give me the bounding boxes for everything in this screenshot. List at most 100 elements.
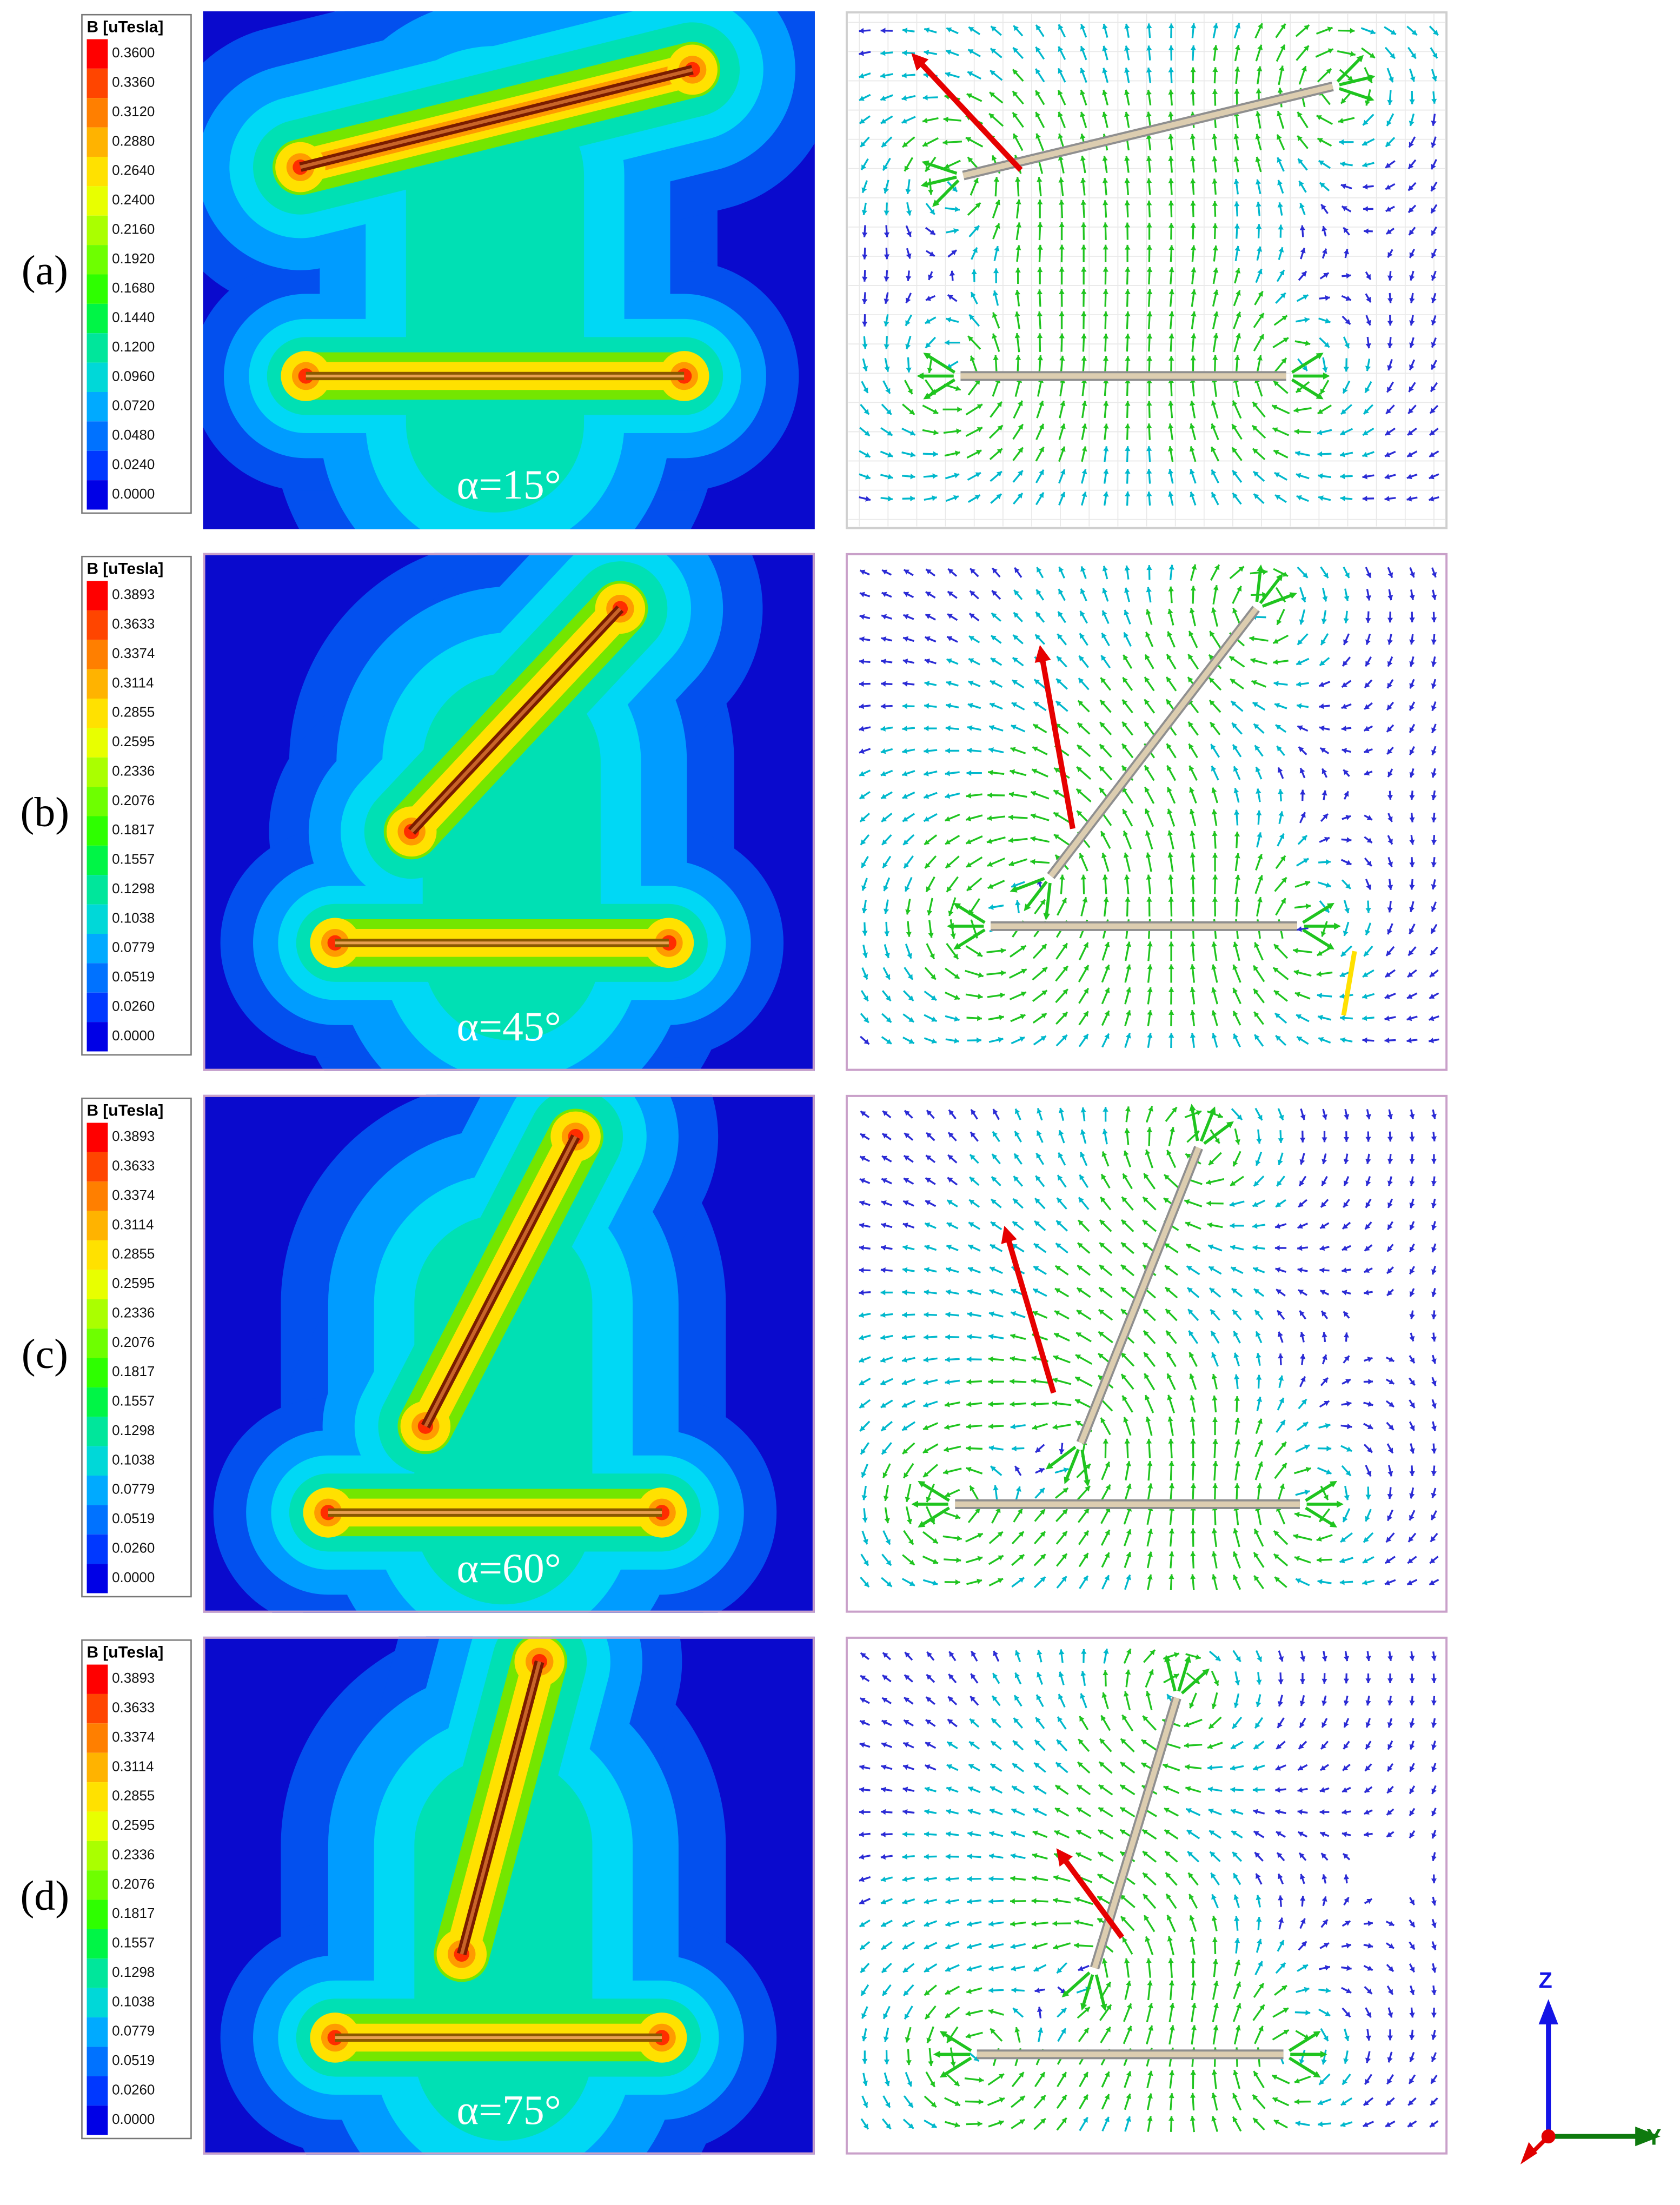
- legend-color-swatch: [87, 2017, 108, 2047]
- legend-color-swatch: [87, 127, 108, 157]
- colorbar-legend: B [uTesla] 0.3893 0.3633 0.3374 0.3114 0.285…: [81, 1097, 192, 1598]
- legend-entry: 0.0000: [87, 1022, 191, 1052]
- legend-color-swatch: [87, 1387, 108, 1417]
- legend-tick-label: 0.3893: [112, 588, 155, 603]
- legend-scale: 0.3893 0.3633 0.3374 0.3114 0.2855 0.2595 0.23…: [87, 581, 191, 1052]
- legend-color-swatch: [87, 787, 108, 816]
- legend-entry: 0.1680: [87, 274, 191, 304]
- legend-entry: 0.1038: [87, 904, 191, 934]
- legend-tick-label: 0.2855: [112, 705, 155, 721]
- legend-tick-label: 0.1680: [112, 281, 155, 297]
- legend-tick-label: 0.1038: [112, 1995, 155, 2011]
- legend-entry: 0.0260: [87, 2076, 191, 2106]
- legend-tick-label: 0.0960: [112, 369, 155, 386]
- legend-color-swatch: [87, 728, 108, 758]
- legend-entry: 0.3120: [87, 98, 191, 128]
- field-magnitude-plot: [203, 553, 815, 1071]
- legend-color-swatch: [87, 933, 108, 964]
- vector-panel: [845, 11, 1448, 532]
- legend-color-swatch: [87, 581, 108, 610]
- legend-entry: 0.0779: [87, 1476, 191, 1505]
- legend-entry: 0.3374: [87, 1181, 191, 1211]
- legend-entry: 0.3114: [87, 1211, 191, 1241]
- legend-entry: 0.1557: [87, 845, 191, 875]
- legend-tick-label: 0.2855: [112, 1247, 155, 1263]
- vector-field-plot: [845, 553, 1448, 1071]
- legend-tick-label: 0.1038: [112, 911, 155, 927]
- legend-tick-label: 0.2595: [112, 735, 155, 751]
- legend-entry: 0.2855: [87, 1782, 191, 1812]
- figure-row: (d) B [uTesla] 0.3893 0.3633 0.3374 0.3114 0…: [9, 1636, 1680, 2157]
- legend-entry: 0.0260: [87, 1534, 191, 1564]
- legend-tick-label: 0.0519: [112, 970, 155, 986]
- legend-color-swatch: [87, 2076, 108, 2106]
- legend-color-swatch: [87, 1723, 108, 1753]
- legend-entry: 0.3893: [87, 581, 191, 610]
- field-magnitude-plot: [203, 11, 815, 529]
- legend-tick-label: 0.1817: [112, 823, 155, 839]
- legend-entry: 0.2076: [87, 1329, 191, 1358]
- alpha-angle-label: α=45°: [456, 1004, 561, 1050]
- legend-entry: 0.0519: [87, 2047, 191, 2076]
- legend-entry: 0.1298: [87, 1958, 191, 1988]
- legend-entry: 0.0519: [87, 963, 191, 993]
- legend-color-swatch: [87, 1329, 108, 1358]
- legend-entry: 0.1298: [87, 875, 191, 905]
- legend-color-swatch: [87, 2106, 108, 2135]
- z-axis-arrowhead: [1538, 1999, 1558, 2024]
- legend-tick-label: 0.3633: [112, 1701, 155, 1717]
- legend-tick-label: 0.0260: [112, 1541, 155, 1557]
- legend-title: B [uTesla]: [87, 1103, 164, 1120]
- legend-entry: 0.3360: [87, 68, 191, 98]
- legend-color-swatch: [87, 640, 108, 669]
- legend-tick-label: 0.2595: [112, 1277, 155, 1292]
- legend-tick-label: 0.0779: [112, 2024, 155, 2040]
- legend-entry: 0.3600: [87, 39, 191, 69]
- legend-color-swatch: [87, 1211, 108, 1241]
- legend-color-swatch: [87, 992, 108, 1022]
- legend-entry: 0.2855: [87, 699, 191, 728]
- figure-row: (b) B [uTesla] 0.3893 0.3633 0.3374 0.3114 0…: [9, 553, 1680, 1074]
- legend-color-swatch: [87, 1870, 108, 1900]
- coordinate-triad: Z Y: [1501, 1957, 1669, 2167]
- legend-tick-label: 0.3374: [112, 1188, 155, 1204]
- legend-entry: 0.2336: [87, 1299, 191, 1329]
- y-axis-arrowhead: [1635, 2126, 1661, 2147]
- legend-color-swatch: [87, 1152, 108, 1182]
- legend-entry: 0.3893: [87, 1664, 191, 1694]
- figure-row: (c) B [uTesla] 0.3893 0.3633 0.3374 0.3114 0…: [9, 1094, 1680, 1616]
- legend-entry: 0.2855: [87, 1240, 191, 1270]
- legend-tick-label: 0.2855: [112, 1789, 155, 1805]
- legend-tick-label: 0.0260: [112, 999, 155, 1015]
- legend-color-swatch: [87, 421, 108, 451]
- legend-entry: 0.1817: [87, 1358, 191, 1387]
- legend-entry: 0.1440: [87, 303, 191, 334]
- alpha-angle-label: α=60°: [456, 1545, 561, 1592]
- legend-tick-label: 0.0000: [112, 1029, 155, 1045]
- legend-color-swatch: [87, 450, 108, 481]
- x-axis-arrowhead: [1520, 2142, 1537, 2164]
- field-magnitude-plot: [203, 1636, 815, 2155]
- legend-tick-label: 0.1817: [112, 1365, 155, 1380]
- legend-title: B [uTesla]: [87, 19, 164, 37]
- legend-color-swatch: [87, 1841, 108, 1871]
- vector-field-plot: [845, 1636, 1448, 2155]
- contour-panel: α=45°: [203, 553, 815, 1074]
- legend-entry: 0.2336: [87, 1841, 191, 1871]
- legend-entry: 0.1298: [87, 1417, 191, 1446]
- legend-color-swatch: [87, 1446, 108, 1476]
- legend-entry: 0.1200: [87, 333, 191, 363]
- legend-tick-label: 0.3374: [112, 1730, 155, 1746]
- legend-tick-label: 0.3893: [112, 1130, 155, 1145]
- legend-color-swatch: [87, 245, 108, 275]
- legend-tick-label: 0.0720: [112, 399, 155, 415]
- legend-tick-label: 0.0240: [112, 457, 155, 474]
- legend-tick-label: 0.3114: [112, 1218, 154, 1234]
- alpha-angle-label: α=75°: [456, 2087, 561, 2134]
- legend-entry: 0.0260: [87, 992, 191, 1022]
- legend-entry: 0.1817: [87, 816, 191, 846]
- legend-entry: 0.3893: [87, 1123, 191, 1152]
- legend-tick-label: 0.3120: [112, 105, 155, 121]
- legend-color-swatch: [87, 1358, 108, 1387]
- legend-tick-label: 0.0480: [112, 428, 155, 444]
